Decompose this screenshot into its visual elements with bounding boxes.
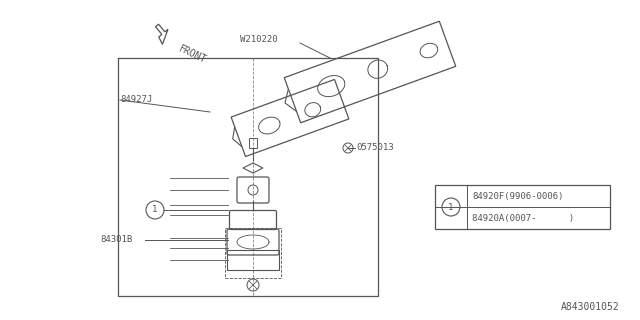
Text: 84927J: 84927J (120, 95, 152, 105)
Text: W210220: W210220 (240, 36, 278, 44)
Bar (249, 138, 257, 148)
Text: 84301B: 84301B (100, 236, 132, 244)
Bar (227, 250, 279, 270)
Text: 1: 1 (448, 203, 454, 212)
Text: 0575013: 0575013 (356, 143, 394, 153)
Text: FRONT: FRONT (177, 44, 208, 66)
Text: 84920F(9906-0006): 84920F(9906-0006) (472, 191, 563, 201)
Text: A843001052: A843001052 (561, 302, 620, 312)
Bar (435, 185, 610, 229)
Text: 1: 1 (152, 205, 157, 214)
Text: 84920A(0007-      ): 84920A(0007- ) (472, 213, 574, 222)
